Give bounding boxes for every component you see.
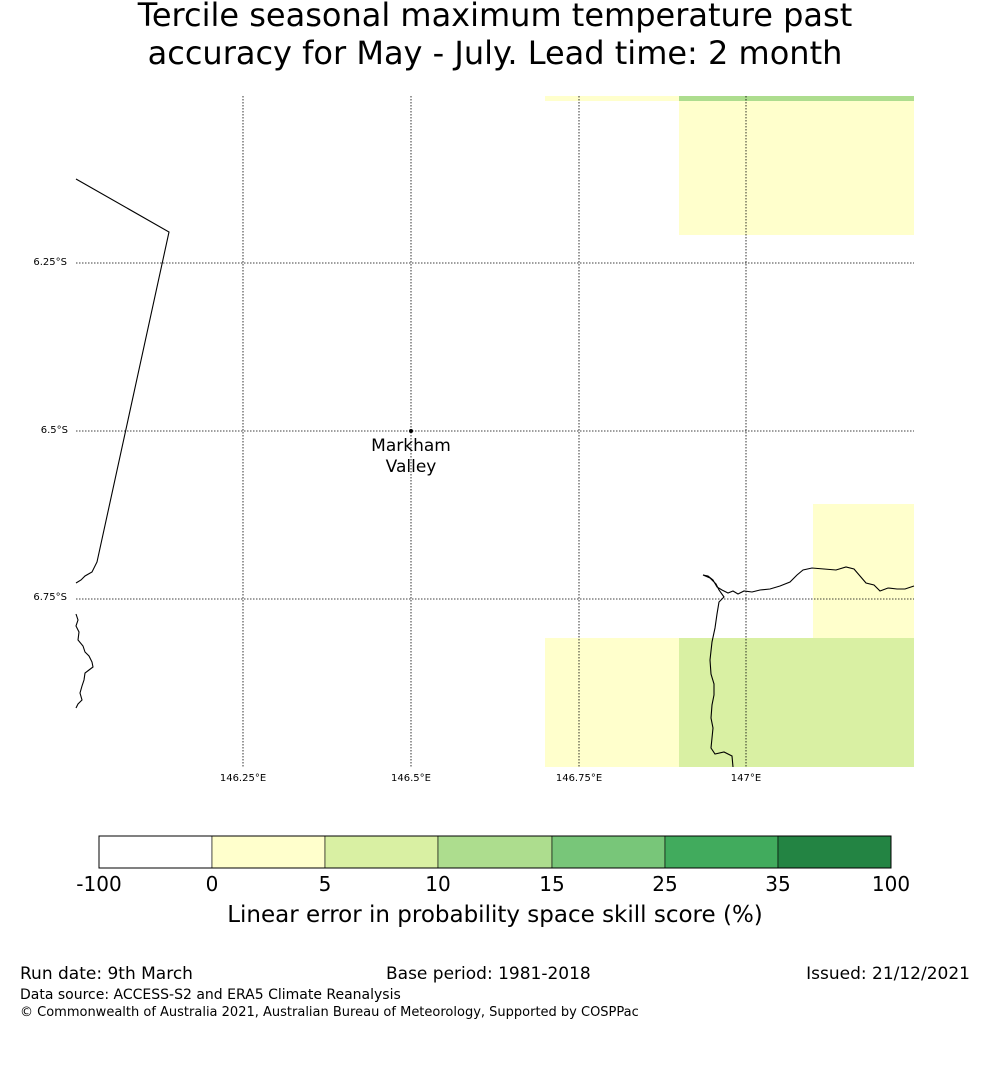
skill-cell [679,96,914,101]
colorbar [98,835,892,869]
colorbar-segment [324,835,439,869]
issued-date: Issued: 21/12/2021 [806,964,970,984]
lat-label: 6.75°S [33,592,67,603]
colorbar-segment [777,835,892,869]
colorbar-segment [437,835,553,869]
lat-label: 6.5°S [40,425,68,436]
colorbar-tick: 25 [652,872,678,896]
run-date: Run date: 9th March [20,964,193,984]
skill-cell [679,101,914,235]
location-marker [409,429,413,433]
lon-label: 146.5°E [391,773,431,784]
skill-cells [545,96,914,767]
copyright: © Commonwealth of Australia 2021, Austra… [20,1005,639,1020]
lon-label: 147°E [730,773,762,784]
colorbar-tick: 10 [425,872,451,896]
lon-label: 146.75°E [555,773,603,784]
skill-cell [545,96,679,101]
coastline-west [75,613,94,709]
lon-label: 146.25°E [219,773,267,784]
base-period: Base period: 1981-2018 [386,964,591,984]
colorbar-tick: 0 [205,872,219,896]
colorbar-label: Linear error in probability space skill … [227,902,763,928]
skill-cell [813,504,914,638]
colorbar-tick: 15 [539,872,565,896]
coastlines [75,178,915,768]
coastline-east [702,566,915,768]
colorbar-segment [664,835,779,869]
colorbar-frame [98,835,892,869]
skill-cell [679,638,914,767]
colorbar-segment [551,835,666,869]
colorbar-tick: -100 [76,872,122,896]
colorbar-tick: 5 [318,872,332,896]
gridlines [76,96,914,767]
colorbar-tick: 35 [765,872,791,896]
colorbar-segment [211,835,326,869]
colorbar-segment [98,835,213,869]
colorbar-tick: 100 [871,872,911,896]
data-source: Data source: ACCESS-S2 and ERA5 Climate … [20,987,401,1003]
map-title: Tercile seasonal maximum temperature pas… [137,0,853,72]
boundary-line [75,178,170,584]
lat-label: 6.25°S [33,257,67,268]
location-label: Markham Valley [371,436,451,477]
skill-cell [545,638,679,767]
